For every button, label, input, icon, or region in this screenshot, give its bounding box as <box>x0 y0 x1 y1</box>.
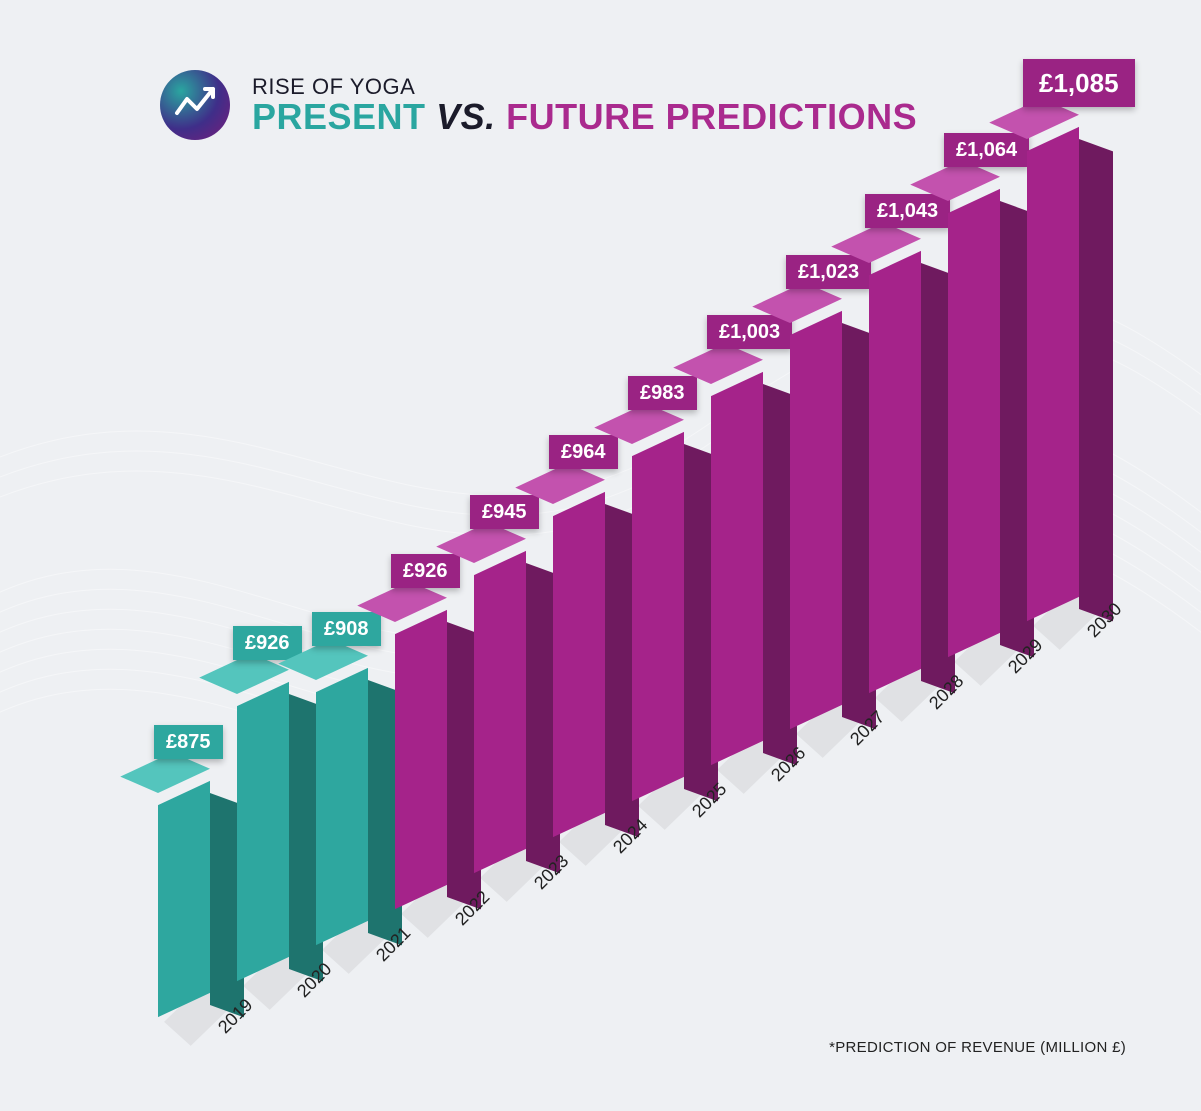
value-label-2019: £875 <box>154 725 223 759</box>
footnote-text: *PREDICTION OF REVENUE (MILLION £) <box>829 1039 1126 1056</box>
value-label-2030: £1,085 <box>1023 59 1135 107</box>
value-label-2020: £926 <box>233 626 302 660</box>
value-label-2026: £1,003 <box>707 315 792 349</box>
value-label-2029: £1,064 <box>944 133 1029 167</box>
value-label-2025: £983 <box>628 376 697 410</box>
value-label-2022: £926 <box>391 554 460 588</box>
revenue-bar-chart: £8752019£9262020£9082021£9262022£9452023… <box>0 0 1201 1106</box>
value-label-2021: £908 <box>312 612 381 646</box>
value-label-2024: £964 <box>549 435 618 469</box>
value-label-2023: £945 <box>470 495 539 529</box>
value-label-2027: £1,023 <box>786 255 871 289</box>
value-label-2028: £1,043 <box>865 194 950 228</box>
